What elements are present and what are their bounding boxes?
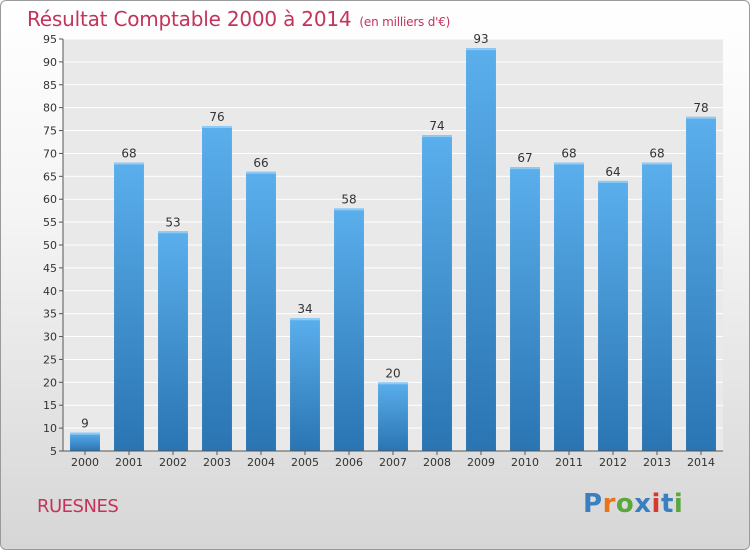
bar-2008 (422, 135, 452, 451)
bar-2000 (70, 432, 100, 451)
value-label: 68 (649, 147, 664, 161)
bar-2006 (334, 208, 364, 451)
logo-letter: i (651, 489, 661, 519)
bar-highlight (378, 382, 408, 385)
value-label: 67 (517, 151, 532, 165)
value-label: 58 (341, 192, 356, 206)
bar-highlight (554, 162, 584, 165)
value-label: 74 (429, 119, 444, 133)
x-tick-label: 2010 (511, 456, 539, 469)
y-tick-label: 90 (43, 56, 57, 69)
y-tick-label: 45 (43, 262, 57, 275)
bar-2009 (466, 48, 496, 452)
bar-highlight (70, 432, 100, 435)
bar-2004 (246, 171, 276, 451)
y-tick-label: 10 (43, 422, 57, 435)
bar-highlight (246, 171, 276, 174)
y-tick-label: 55 (43, 216, 57, 229)
value-label: 20 (385, 366, 400, 380)
y-tick-label: 15 (43, 399, 57, 412)
x-tick-label: 2014 (687, 456, 715, 469)
x-tick-label: 2004 (247, 456, 275, 469)
value-label: 78 (693, 101, 708, 115)
y-axis: 5 10 15 20 25 30 35 40 45 50 55 60 65 70 75 80 85 90 95 (43, 33, 64, 458)
y-tick-label: 85 (43, 79, 57, 92)
chart-unit: (en milliers d'€) (359, 15, 451, 29)
y-tick-label: 35 (43, 308, 57, 321)
chart-title-text: Résultat Comptable 2000 à 2014 (27, 7, 352, 31)
x-tick-label: 2006 (335, 456, 363, 469)
bar-2002 (158, 231, 188, 451)
y-tick-label: 50 (43, 239, 57, 252)
x-tick-label: 2007 (379, 456, 407, 469)
y-tick-label: 60 (43, 193, 57, 206)
x-tick-label: 2000 (71, 456, 99, 469)
x-tick-label: 2013 (643, 456, 671, 469)
y-tick-label: 70 (43, 147, 57, 160)
x-tick-label: 2009 (467, 456, 495, 469)
proxiti-logo[interactable]: Proxiti (583, 489, 683, 519)
y-tick-label: 80 (43, 102, 57, 115)
bar-2011 (554, 162, 584, 451)
x-tick-label: 2011 (555, 456, 583, 469)
bar-2012 (598, 180, 628, 451)
bar-2013 (642, 162, 672, 451)
x-axis: 2000 2001 2002 2003 2004 2005 2006 2007 2008 2009… (63, 450, 723, 469)
value-label: 68 (561, 147, 576, 161)
bars: 9 68 53 76 66 34 58 20 74 93 67 68 64 68 78 (70, 32, 716, 452)
y-tick-label: 20 (43, 376, 57, 389)
x-tick-label: 2008 (423, 456, 451, 469)
value-label: 76 (209, 110, 224, 124)
bar-2001 (114, 162, 144, 451)
logo-letter: x (634, 489, 652, 519)
bar-highlight (510, 167, 540, 170)
value-label: 34 (297, 302, 312, 316)
y-tick-label: 95 (43, 33, 57, 46)
logo-letter: i (673, 489, 684, 519)
bar-highlight (422, 135, 452, 138)
x-tick-label: 2005 (291, 456, 319, 469)
value-label: 53 (165, 215, 180, 229)
value-label: 64 (605, 165, 620, 179)
bar-highlight (466, 48, 496, 51)
y-tick-label: 75 (43, 125, 57, 138)
value-label: 9 (81, 417, 89, 431)
bar-highlight (598, 180, 628, 183)
value-label: 66 (253, 156, 268, 170)
bar-2014 (686, 116, 716, 452)
chart-title: Résultat Comptable 2000 à 2014 (en millie… (27, 7, 450, 31)
x-tick-label: 2012 (599, 456, 627, 469)
x-tick-label: 2002 (159, 456, 187, 469)
bar-2010 (510, 167, 540, 451)
y-tick-label: 30 (43, 331, 57, 344)
logo-letter: t (660, 489, 674, 519)
y-tick-label: 25 (43, 353, 57, 366)
y-tick-label: 5 (50, 445, 57, 458)
bar-highlight (114, 162, 144, 165)
commune-name: RUESNES (37, 496, 119, 517)
x-tick-label: 2003 (203, 456, 231, 469)
bar-2005 (290, 318, 320, 451)
logo-letter: r (602, 489, 616, 519)
bar-highlight (642, 162, 672, 165)
logo-letter: o (615, 489, 635, 519)
bar-highlight (202, 125, 232, 128)
bar-highlight (158, 231, 188, 234)
bar-2003 (202, 125, 232, 451)
x-tick-label: 2001 (115, 456, 143, 469)
logo-letter: P (583, 489, 603, 519)
bar-2007 (378, 382, 408, 451)
value-label: 93 (473, 32, 488, 46)
value-label: 68 (121, 147, 136, 161)
bar-highlight (686, 116, 716, 119)
y-tick-label: 65 (43, 170, 57, 183)
bar-highlight (290, 318, 320, 321)
y-tick-label: 40 (43, 285, 57, 298)
bar-highlight (334, 208, 364, 211)
